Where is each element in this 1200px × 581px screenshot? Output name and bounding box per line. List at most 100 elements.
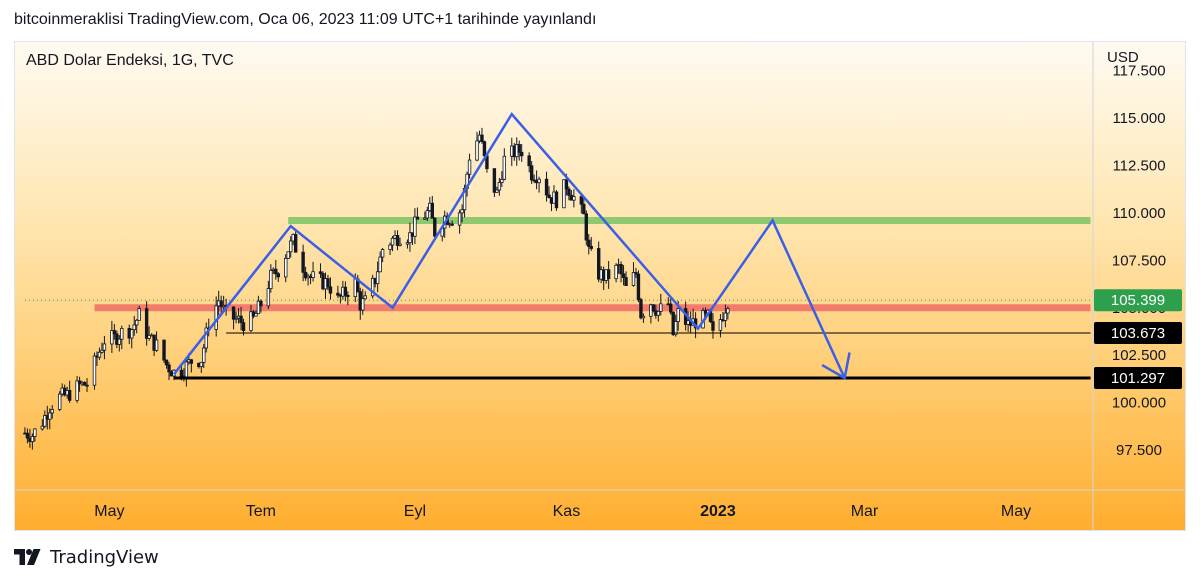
publish-caption: bitcoinmeraklisi TradingView.com, Oca 06… (14, 11, 597, 28)
price-axis[interactable]: 117.500115.000112.500110.000107.500105.0… (1112, 62, 1166, 459)
candle-body (631, 272, 636, 286)
candle-body (482, 141, 487, 157)
candle-body (85, 384, 89, 387)
price-badges: 105.399 103.673 101.297 (1094, 289, 1182, 390)
candle-body (502, 155, 507, 180)
candle-body (425, 210, 430, 219)
candle-body (572, 196, 576, 201)
candle-body (117, 338, 122, 345)
x-tick-label: Tem (246, 503, 276, 520)
x-tick-label: 2023 (700, 503, 736, 520)
candle-body (537, 178, 541, 184)
candle-body (398, 243, 402, 246)
candle-body (676, 308, 680, 322)
candle-body (40, 425, 45, 430)
candle-body (254, 313, 258, 317)
candle-body (544, 178, 549, 196)
candle-body (554, 191, 559, 209)
candle-body (520, 151, 524, 157)
currency-label: USD (1107, 49, 1139, 66)
candle-body (100, 349, 104, 353)
arrow-head (821, 352, 851, 380)
candle-body (286, 251, 290, 259)
candle-body (457, 212, 462, 226)
tradingview-brand: TradingView (50, 546, 159, 568)
candle-body (363, 295, 367, 300)
candles-layer (23, 127, 730, 450)
candle-body (234, 317, 238, 320)
x-tick-label: Mar (851, 503, 879, 520)
candle-body (723, 312, 728, 321)
tradingview-logo-icon (14, 549, 41, 565)
zones-layer (24, 216, 1093, 312)
candle-body (497, 182, 502, 191)
candle-body (132, 324, 136, 331)
candle-body (621, 273, 626, 278)
candle-body (395, 235, 400, 246)
candle-body (301, 251, 305, 273)
y-tick-label: 110.000 (1112, 205, 1165, 222)
candle-body (30, 436, 35, 442)
candle-body (517, 144, 521, 153)
y-tick-label: 117.500 (1112, 62, 1165, 79)
candle-body (162, 339, 166, 361)
candle-body (500, 178, 504, 183)
candle-body (597, 248, 601, 280)
candle-body (579, 196, 584, 205)
candle-body (97, 351, 102, 358)
y-tick-label: 107.500 (1112, 252, 1166, 269)
candle-body (378, 256, 382, 273)
x-tick-label: Eyl (404, 503, 426, 520)
candle-body (587, 239, 591, 247)
candle-body (390, 237, 395, 246)
candle-body (450, 223, 454, 226)
candle-body (336, 292, 340, 296)
symbol-label: ABD Dolar Endeksi, 1G, TVC (26, 52, 234, 69)
candle-body (388, 244, 392, 250)
price-badge (1094, 289, 1182, 312)
candle-body (726, 308, 730, 314)
chart-panel[interactable] (14, 41, 1186, 531)
x-tick-label: Kas (553, 503, 581, 520)
candle-body (430, 202, 434, 219)
price-badge-label: 101.297 (1111, 370, 1165, 387)
candle-body (284, 257, 288, 278)
price-badge-label: 105.399 (1111, 292, 1165, 309)
candle-body (303, 271, 308, 279)
candle-body (293, 234, 298, 253)
footer: TradingView (14, 544, 159, 570)
candle-body (584, 213, 588, 241)
y-tick-label: 102.500 (1112, 347, 1166, 364)
candle-body (589, 245, 593, 249)
candle-body (433, 217, 437, 237)
candle-body (564, 179, 569, 190)
candle-body (606, 269, 611, 280)
candle-body (343, 286, 348, 296)
candle-body (467, 159, 472, 175)
candle-body (241, 322, 246, 332)
candle-body (75, 380, 79, 401)
candle-body (130, 329, 134, 339)
candle-body (164, 359, 169, 366)
candle-body (380, 249, 385, 258)
y-tick-label: 100.000 (1112, 395, 1166, 412)
candle-body (641, 315, 646, 319)
candle-body (269, 270, 273, 289)
candle-body (361, 298, 365, 311)
candle-body (184, 361, 189, 378)
candle-body (346, 294, 350, 298)
candle-body (375, 271, 380, 285)
candle-body (529, 165, 534, 181)
candle-body (423, 217, 427, 220)
candle-body (328, 286, 333, 294)
candle-body (619, 264, 623, 275)
candle-body (408, 232, 412, 244)
candle-body (582, 203, 586, 215)
candle-body (58, 393, 62, 410)
candle-body (189, 359, 194, 364)
candle-body (634, 272, 638, 275)
candle-body (266, 288, 271, 307)
time-axis[interactable]: May Tem Eyl Kas 2023 Mar May (94, 503, 1031, 520)
candle-body (147, 334, 151, 339)
